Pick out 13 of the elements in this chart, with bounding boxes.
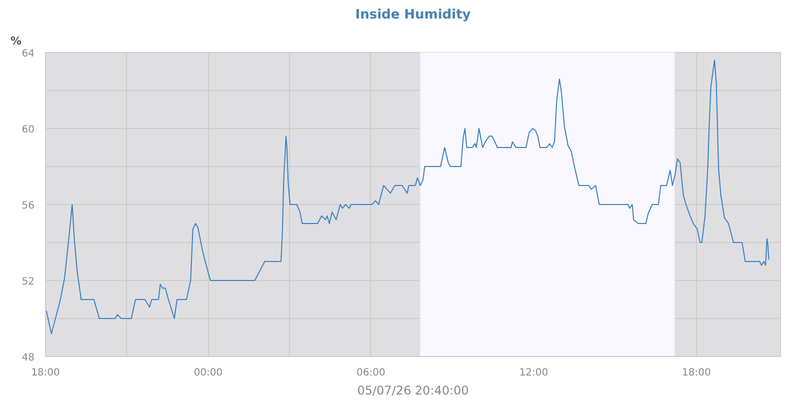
y-tick-label: 56: [22, 200, 35, 212]
x-tick-label: 06:00: [356, 368, 386, 378]
x-tick-label: 00:00: [194, 368, 223, 378]
chart-title: Inside Humidity: [355, 8, 472, 22]
x-tick-label: 18:00: [682, 368, 711, 378]
y-tick-label: 64: [22, 48, 35, 60]
y-tick-label: 60: [22, 124, 35, 136]
x-tick-label: 12:00: [519, 368, 548, 378]
y-tick-label: 52: [22, 276, 35, 288]
x-tick-label: 18:00: [31, 368, 60, 378]
y-axis-title: %: [10, 34, 22, 48]
x-axis-title: 05/07/26 20:40:00: [357, 384, 469, 398]
y-tick-label: 48: [22, 352, 35, 364]
